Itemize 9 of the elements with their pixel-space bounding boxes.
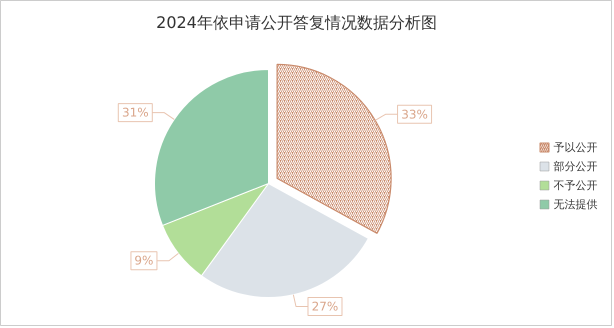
legend-label: 予以公开 [554,141,598,154]
data-label: 9% [134,254,154,268]
chart-title: 2024年依申请公开答复情况数据分析图 [156,13,437,32]
legend-label: 不予公开 [554,179,598,192]
data-label: 31% [122,106,149,120]
legend-label: 部分公开 [554,160,598,173]
legend-label: 无法提供 [554,198,598,211]
data-label: 33% [401,107,428,122]
data-label: 27% [312,299,338,314]
